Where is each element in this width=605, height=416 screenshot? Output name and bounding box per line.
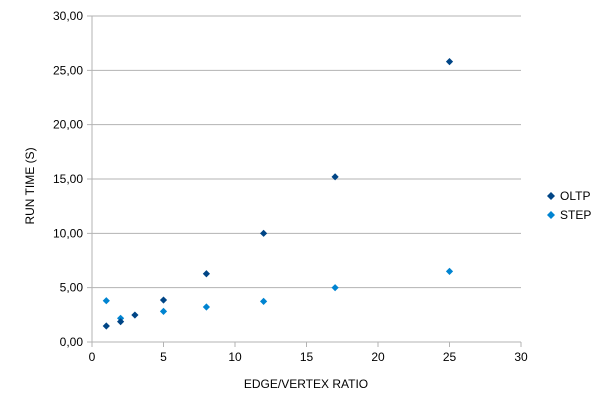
data-points [102,58,454,330]
y-tick-label: 5,00 [60,281,84,295]
y-tick-label: 15,00 [53,172,83,186]
data-point-step [445,267,454,275]
data-point-oltp [445,58,454,66]
y-tick-labels: 0,00 5,00 10,00 15,00 20,00 25,00 30,00 [53,9,83,349]
data-point-oltp [131,311,139,319]
legend-marker-oltp [547,192,555,200]
data-point-oltp [331,173,339,181]
y-tick-label: 10,00 [53,226,83,240]
x-axis-label: EDGE/VERTEX RATIO [244,377,368,391]
data-point-oltp [159,296,168,304]
axes [91,16,522,347]
data-point-step [159,307,168,315]
x-tick-label: 0 [89,350,96,364]
legend-marker-step [547,211,555,219]
data-point-oltp [102,322,110,330]
x-tick-label: 15 [300,350,314,364]
data-point-oltp [260,229,268,237]
x-tick-label: 20 [371,350,385,364]
data-point-step [260,297,268,305]
data-point-step [102,297,110,305]
y-tick-label: 30,00 [53,9,83,23]
y-tick-label: 0,00 [60,335,84,349]
data-point-step [331,284,339,292]
data-point-step [202,303,210,311]
data-point-oltp [117,318,125,326]
x-tick-label: 30 [514,350,528,364]
y-axis-label: RUN TIME (S) [23,147,37,224]
x-tick-label: 10 [228,350,242,364]
x-tick-label: 25 [443,350,457,364]
x-tick-label: 5 [160,350,167,364]
legend-label-oltp: OLTP [560,189,590,203]
data-point-oltp [202,270,210,278]
legend: OLTP STEP [547,189,591,222]
y-tick-label: 25,00 [53,63,83,77]
gridlines [87,15,521,343]
legend-label-step: STEP [560,208,591,222]
y-tick-label: 20,00 [53,118,83,132]
x-tick-labels: 0 5 10 15 20 25 30 [89,350,528,364]
